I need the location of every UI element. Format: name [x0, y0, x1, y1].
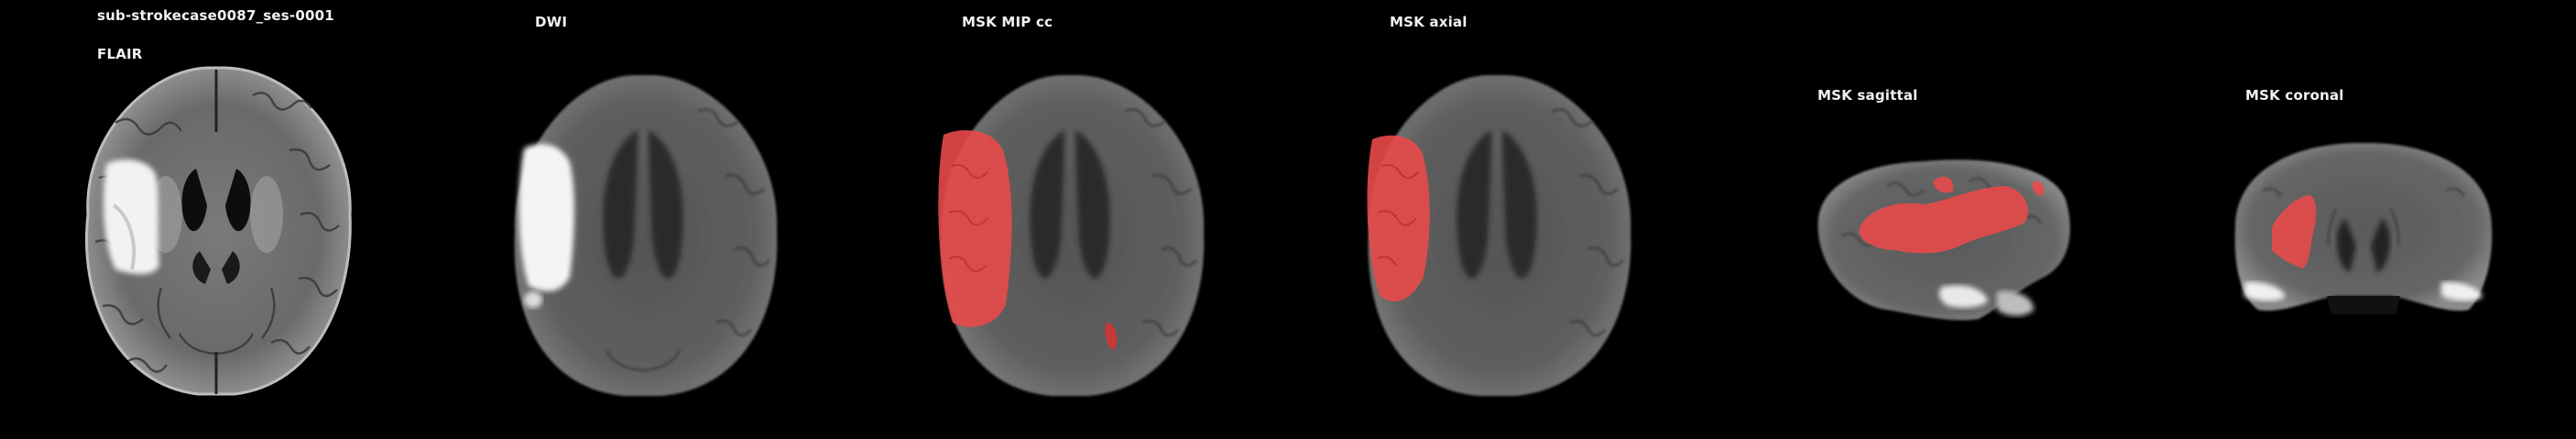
mask-axial-slice [1367, 75, 1632, 396]
panel-title-sagittal: MSK sagittal [1817, 87, 1918, 104]
mask-sagittal-slice [1817, 159, 2070, 321]
mask-mip-slice [938, 75, 1205, 396]
panel-title-flair: FLAIR [97, 46, 143, 62]
panel-title-mip: MSK MIP cc [962, 14, 1053, 30]
panel-title-dwi: DWI [535, 14, 568, 30]
flair-axial-slice [85, 66, 352, 396]
panel-title-coronal: MSK coronal [2245, 87, 2344, 104]
mask-coronal-slice [2234, 143, 2493, 314]
dwi-axial-slice [514, 75, 778, 396]
panel-title-axial: MSK axial [1390, 14, 1468, 30]
subject-title: sub-strokecase0087_ses-0001 [97, 7, 334, 24]
